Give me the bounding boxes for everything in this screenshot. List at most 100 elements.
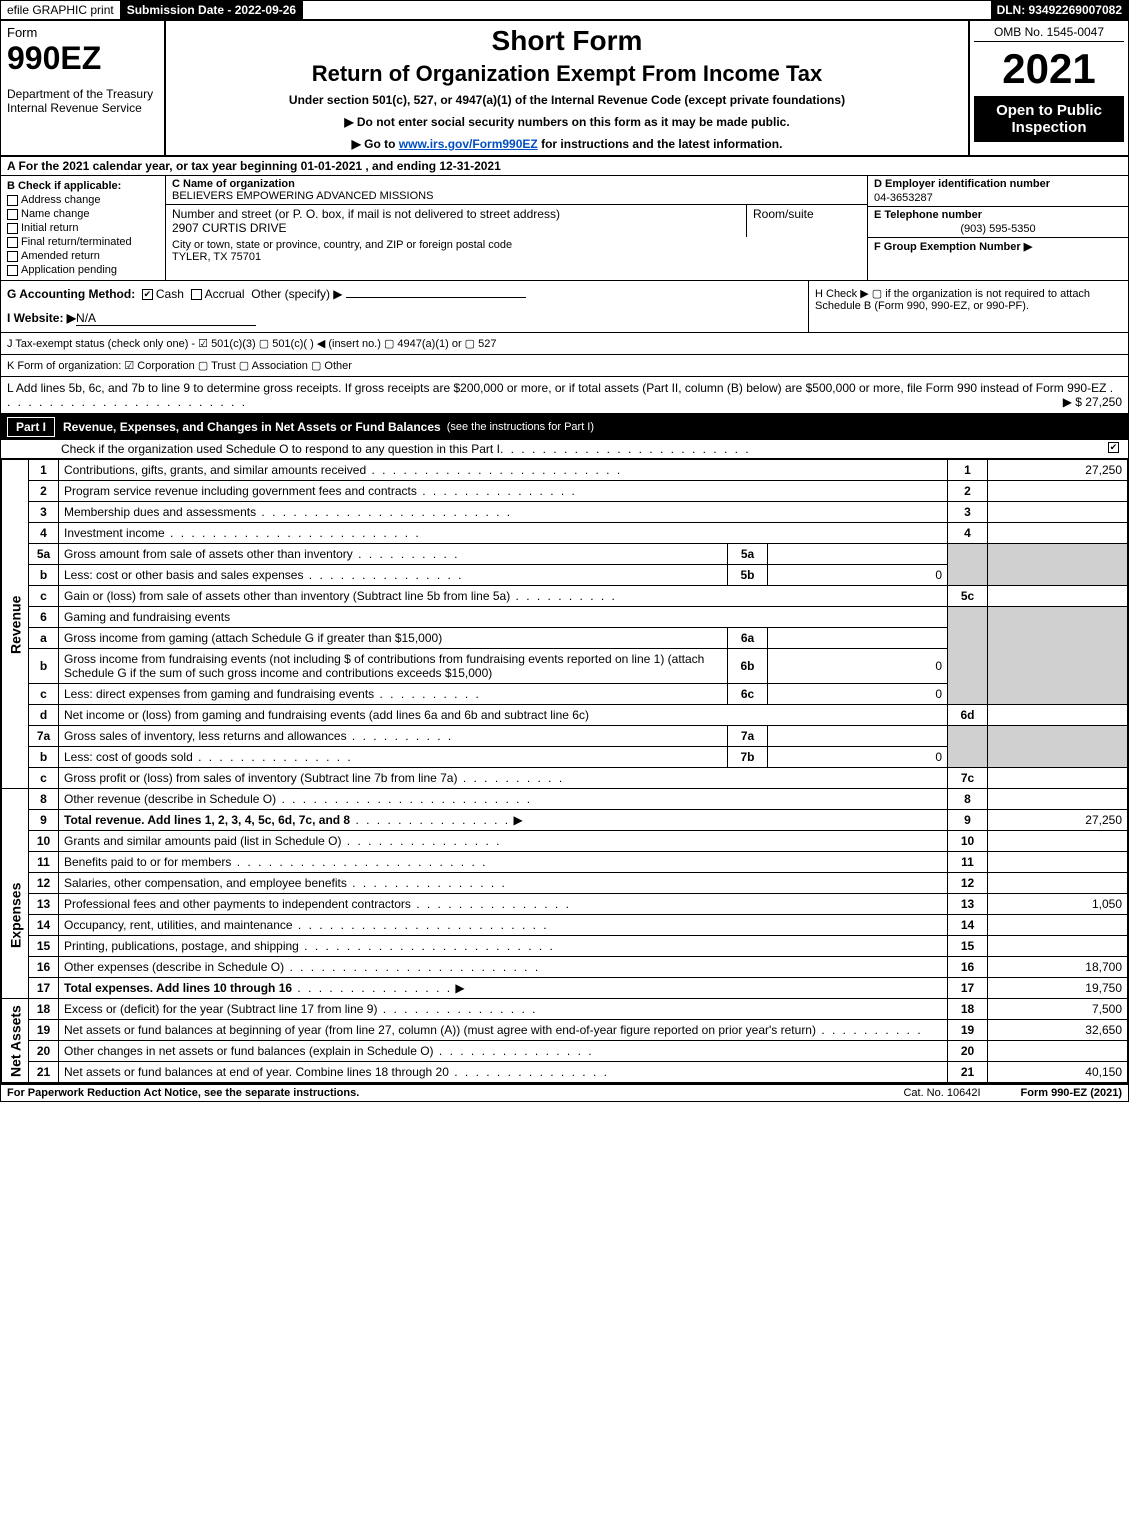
block-def: D Employer identification number 04-3653… — [868, 176, 1128, 280]
line-desc: Gross sales of inventory, less returns a… — [64, 729, 347, 743]
line-num: 11 — [29, 852, 59, 873]
line-amount: 1,050 — [988, 894, 1128, 915]
sub-val: 0 — [768, 649, 948, 684]
line-desc: Gain or (loss) from sale of assets other… — [64, 589, 510, 603]
dots-icon — [374, 687, 481, 701]
b-opt-initial[interactable]: Initial return — [7, 222, 159, 234]
line-ref: 9 — [948, 810, 988, 831]
footer-left: For Paperwork Reduction Act Notice, see … — [7, 1087, 359, 1099]
line-desc: Other changes in net assets or fund bala… — [64, 1044, 434, 1058]
b-opt-label: Name change — [21, 208, 90, 220]
line-desc: Occupancy, rent, utilities, and maintena… — [64, 918, 293, 932]
line-desc: Net assets or fund balances at beginning… — [64, 1023, 816, 1037]
e-label: E Telephone number — [874, 209, 982, 221]
subtitle: Under section 501(c), 527, or 4947(a)(1)… — [176, 93, 958, 107]
e-phone: E Telephone number (903) 595-5350 — [868, 207, 1128, 238]
b-opt-address[interactable]: Address change — [7, 194, 159, 206]
line-ref: 21 — [948, 1062, 988, 1083]
line-ref: 11 — [948, 852, 988, 873]
g-other: Other (specify) ▶ — [251, 287, 342, 301]
title-short-form: Short Form — [176, 25, 958, 57]
block-gh: G Accounting Method: Cash Accrual Other … — [1, 281, 1128, 333]
dots-icon — [457, 771, 564, 785]
header-left: Form 990EZ Department of the Treasury In… — [1, 21, 166, 155]
line-ref: 17 — [948, 978, 988, 999]
line-num: 2 — [29, 481, 59, 502]
c-street: Number and street (or P. O. box, if mail… — [166, 205, 747, 237]
part-i-check-row: Check if the organization used Schedule … — [1, 440, 1128, 459]
note-ssn: ▶ Do not enter social security numbers o… — [176, 115, 958, 129]
sidelabel-blank — [2, 810, 29, 831]
c-street-label: Number and street (or P. O. box, if mail… — [172, 207, 560, 221]
form-number: 990EZ — [7, 40, 158, 77]
line-num: 21 — [29, 1062, 59, 1083]
dots-icon — [347, 876, 507, 890]
line-num: 12 — [29, 873, 59, 894]
b-opt-amended[interactable]: Amended return — [7, 250, 159, 262]
line-desc: Program service revenue including govern… — [64, 484, 417, 498]
line-num: 17 — [29, 978, 59, 999]
line-num: b — [29, 565, 59, 586]
line-desc: Less: cost or other basis and sales expe… — [64, 568, 303, 582]
line-amount: 27,250 — [988, 810, 1128, 831]
line-ref: 5c — [948, 586, 988, 607]
sub-val — [768, 726, 948, 747]
line-desc: Membership dues and assessments — [64, 505, 256, 519]
sub-num: 5b — [728, 565, 768, 586]
b-opt-name[interactable]: Name change — [7, 208, 159, 220]
irs-link[interactable]: www.irs.gov/Form990EZ — [399, 137, 538, 151]
b-opt-label: Initial return — [21, 222, 78, 234]
b-opt-final[interactable]: Final return/terminated — [7, 236, 159, 248]
dots-icon — [377, 1002, 537, 1016]
dots-icon — [341, 834, 501, 848]
line-desc: Gross amount from sale of assets other t… — [64, 547, 353, 561]
part-i-header: Part I Revenue, Expenses, and Changes in… — [1, 414, 1128, 440]
c-street-row: Number and street (or P. O. box, if mail… — [166, 205, 867, 237]
line-desc: Printing, publications, postage, and shi… — [64, 939, 299, 953]
line-ref: 20 — [948, 1041, 988, 1062]
line-ref: 19 — [948, 1020, 988, 1041]
line-amount — [988, 915, 1128, 936]
line-desc: Net income or (loss) from gaming and fun… — [59, 705, 948, 726]
line-desc: Gross income from gaming (attach Schedul… — [59, 628, 728, 649]
line-j: J Tax-exempt status (check only one) - ☑… — [1, 333, 1128, 355]
line-num: a — [29, 628, 59, 649]
form-990ez-page: efile GRAPHIC print Submission Date - 20… — [0, 0, 1129, 1102]
checkbox-icon — [142, 289, 153, 300]
line-amount — [988, 768, 1128, 789]
line-amount — [988, 789, 1128, 810]
sidelabel-netassets: Net Assets — [2, 999, 29, 1083]
b-opt-pending[interactable]: Application pending — [7, 264, 159, 276]
goto-pre: ▶ Go to — [352, 137, 399, 151]
part-i-table: Revenue 1 Contributions, gifts, grants, … — [1, 459, 1128, 1083]
line-amount: 40,150 — [988, 1062, 1128, 1083]
i-website: I Website: ▶N/A — [7, 311, 802, 326]
i-label: I Website: ▶ — [7, 311, 76, 325]
line-amount — [988, 873, 1128, 894]
dln: DLN: 93492269007082 — [991, 1, 1128, 19]
line-amount — [988, 936, 1128, 957]
shade-cell — [948, 726, 988, 768]
line-amount — [988, 502, 1128, 523]
sub-num: 5a — [728, 544, 768, 565]
part-i-instr: (see the instructions for Part I) — [447, 421, 594, 433]
line-num: 20 — [29, 1041, 59, 1062]
sidelabel-blank — [2, 789, 29, 810]
part-i-title: Revenue, Expenses, and Changes in Net As… — [63, 420, 441, 434]
line-num: 16 — [29, 957, 59, 978]
shade-cell — [948, 544, 988, 586]
sub-num: 6a — [728, 628, 768, 649]
g-accrual: Accrual — [205, 287, 245, 301]
line-num: 19 — [29, 1020, 59, 1041]
c-room: Room/suite — [747, 205, 867, 237]
line-desc: Other expenses (describe in Schedule O) — [64, 960, 284, 974]
line-amount — [988, 481, 1128, 502]
line-ref: 2 — [948, 481, 988, 502]
line-ref: 15 — [948, 936, 988, 957]
c-city-label: City or town, state or province, country… — [172, 239, 512, 251]
line-num: 5a — [29, 544, 59, 565]
h-schedb: H Check ▶ ▢ if the organization is not r… — [808, 281, 1128, 332]
line-desc: Excess or (deficit) for the year (Subtra… — [64, 1002, 377, 1016]
g-label: G Accounting Method: — [7, 287, 135, 301]
line-desc: Contributions, gifts, grants, and simila… — [64, 463, 366, 477]
